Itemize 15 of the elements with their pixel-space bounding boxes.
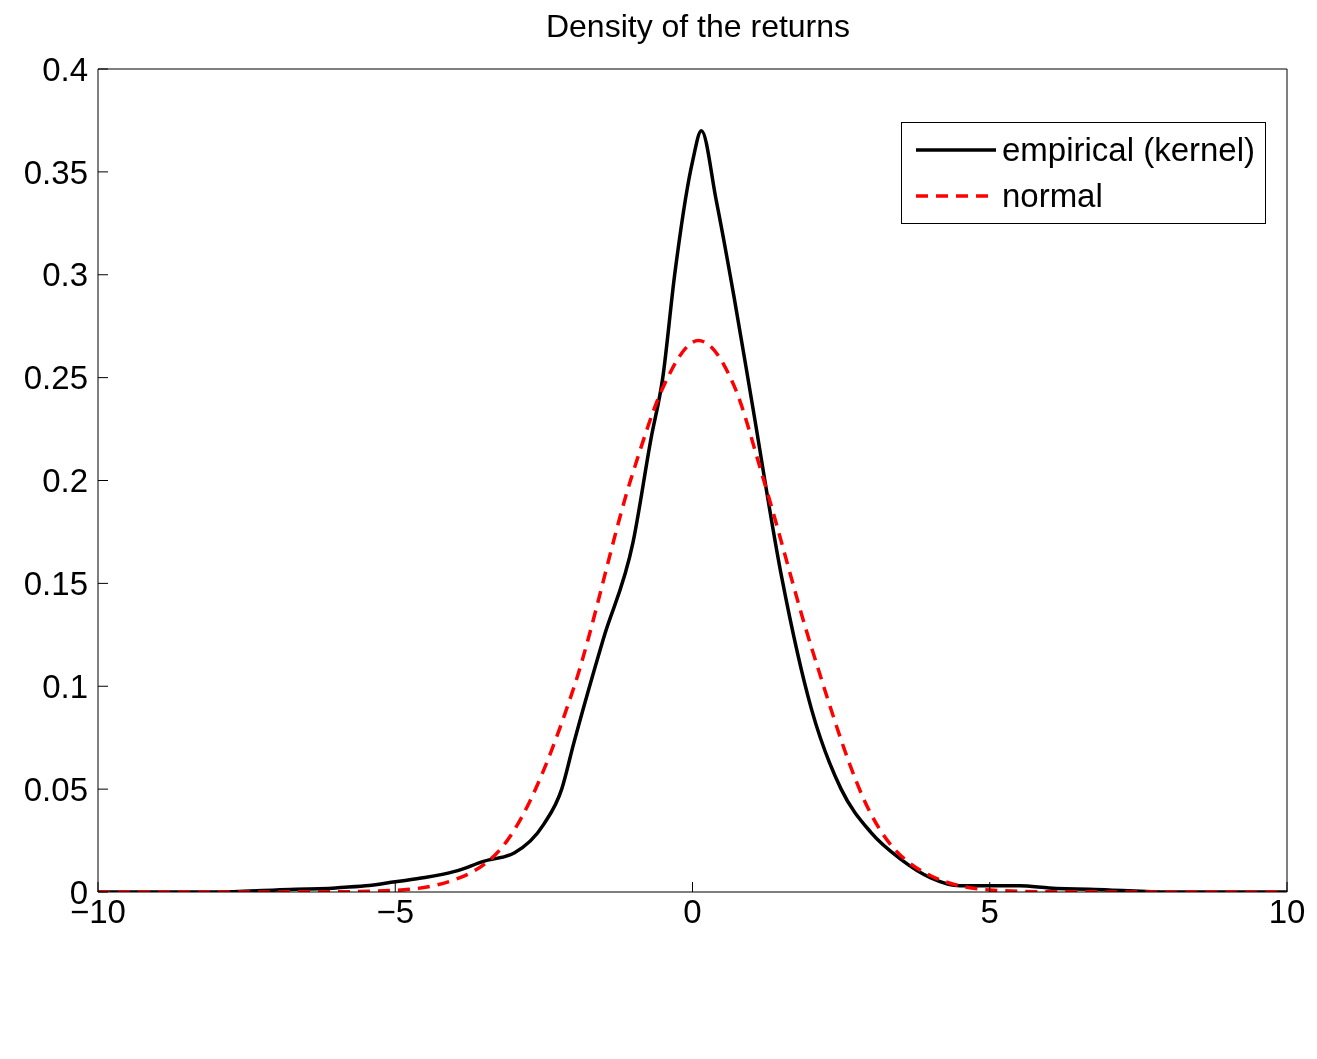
chart-title: Density of the returns (544, 8, 852, 46)
y-tick-label: 0.35 (23, 153, 88, 191)
y-tick-label: 0.05 (23, 770, 88, 808)
y-tick-label: 0.25 (23, 359, 88, 397)
x-tick-label: 10 (1268, 893, 1306, 931)
x-tick-label: 0 (683, 893, 702, 931)
y-tick-label: 0.3 (42, 256, 88, 294)
y-tick-label: 0.15 (23, 565, 88, 603)
x-tick-label: 5 (980, 893, 999, 931)
y-tick-label: 0.2 (42, 462, 88, 500)
y-tick-label: 0.4 (42, 50, 88, 88)
x-tick-label: −5 (376, 893, 415, 931)
legend-label: normal (1001, 177, 1103, 215)
legend-label: empirical (kernel) (1001, 131, 1255, 169)
y-tick-label: 0.1 (42, 667, 88, 705)
